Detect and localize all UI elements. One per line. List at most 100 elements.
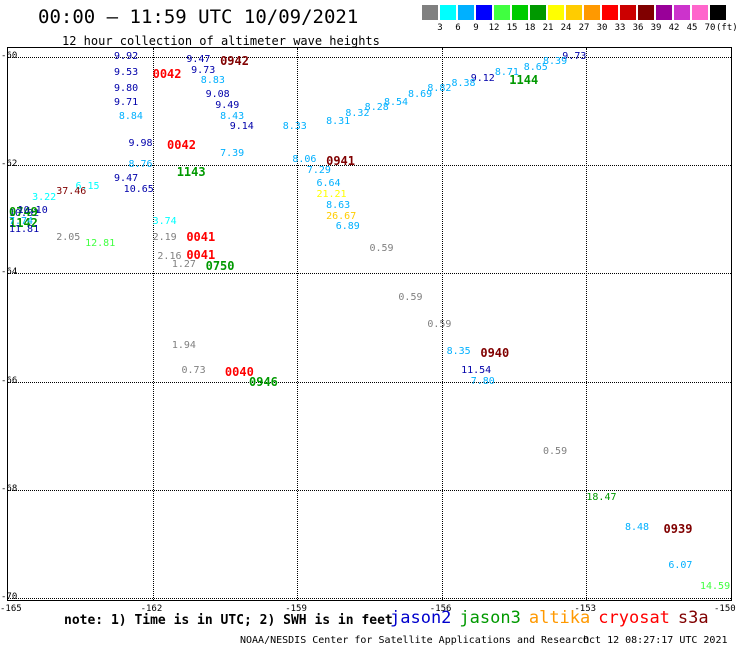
wave-height-label: 6.89: [335, 221, 360, 233]
wave-height-label: 8.39: [543, 56, 568, 68]
wave-height-label: 7.80: [470, 375, 495, 387]
pass-time-label: 0940: [480, 345, 510, 360]
wave-height-label: 9.73: [191, 64, 216, 76]
wave-height-label: 9.47: [186, 53, 211, 65]
legend-unit: (ft): [716, 23, 738, 33]
wave-height-label: 0.59: [543, 445, 568, 457]
wave-height-label: 8.48: [624, 521, 650, 533]
wave-height-label: 0.59: [427, 318, 452, 330]
wave-height-label: 6.64: [316, 178, 341, 190]
pass-time-label: 0750: [205, 259, 235, 274]
wave-height-label: 9.49: [215, 99, 240, 111]
lat-tick-label: -62: [1, 159, 18, 170]
pass-time-label: 0042: [167, 137, 196, 152]
wave-height-label: 9.53: [114, 67, 139, 79]
lon-tick-label: -165: [0, 604, 22, 614]
pass-time-label: 0749: [9, 205, 38, 220]
legend-tick-label: 18: [524, 23, 536, 33]
wave-height-label: 6.15: [75, 180, 100, 192]
generated-timestamp: Oct 12 08:27:17 UTC 2021: [583, 635, 728, 646]
map-title: 00:00 — 11:59 UTC 10/09/2021: [38, 6, 359, 28]
pass-time-label: 0941: [326, 153, 356, 168]
color-legend: 3 6 9 12 15 18 21 24 27 30 33 36 39 42 45 70 (ft): [422, 5, 738, 35]
wave-height-label: 26.67: [326, 210, 357, 222]
lon-tick-label: -153: [574, 604, 597, 614]
wave-height-label: 8.84: [118, 110, 143, 122]
legend-tick-label: 3: [437, 23, 443, 33]
legend-tick-label: 42: [668, 23, 680, 33]
lon-tick-label: -159: [285, 604, 307, 614]
legend-swatch: [674, 5, 691, 20]
wave-height-label: 0.59: [369, 243, 394, 255]
wave-height-label: 9.80: [114, 83, 139, 95]
pass-time-label: 1144: [509, 72, 539, 87]
wave-height-label: 9.47: [114, 172, 139, 184]
wave-height-label: 21.21: [316, 188, 347, 200]
legend-swatch: [458, 5, 475, 20]
legend-tick-label: 21: [542, 23, 554, 33]
legend-swatch: [656, 5, 673, 20]
legend-tick-label: 27: [578, 23, 590, 33]
wave-height-label: 12.81: [85, 237, 116, 249]
gridline-lat: [8, 57, 731, 58]
wave-height-label: 18.47: [586, 491, 617, 503]
wave-height-label: 8.31: [326, 115, 351, 127]
pass-time-label: 1143: [176, 164, 206, 179]
satellite-jason2: jason2: [390, 608, 452, 628]
legend-swatch: [638, 5, 655, 20]
wave-height-label: 37.46: [56, 186, 87, 198]
wave-height-label: 9.92: [114, 51, 139, 62]
gridline-lat: [8, 273, 731, 275]
wave-height-label: 9.12: [470, 72, 495, 84]
gridline-lon: [297, 48, 299, 600]
wave-height-label: 8.65: [523, 61, 548, 73]
gridline-lat: [8, 165, 731, 167]
legend-tick-label: 24: [560, 23, 572, 33]
legend-tick-label: 45: [686, 23, 698, 33]
legend-swatch: [692, 5, 709, 20]
legend-tick-label: 36: [632, 23, 644, 33]
wave-height-label: 10.65: [123, 183, 154, 195]
gridline-lon: [152, 48, 154, 600]
wave-height-label: 3.22: [32, 191, 57, 203]
legend-swatch: [530, 5, 547, 20]
satellite-cryosat: cryosat: [598, 608, 670, 628]
wave-height-label: 2.05: [56, 232, 81, 244]
wave-height-label: 10.10: [17, 205, 48, 217]
note-text: note: 1) Time is in UTC; 2) SWH is in fe…: [64, 613, 393, 628]
map-frame: [7, 47, 732, 601]
legend-tick-label: 30: [596, 23, 608, 33]
wave-height-label: 8.83: [200, 75, 225, 87]
pass-time-label: 0946: [249, 374, 278, 389]
legend-tick-label: 33: [614, 23, 626, 33]
satellite-altika: altika: [528, 608, 591, 628]
pass-time-label: 0041: [186, 229, 216, 244]
wave-height-label: 9.08: [205, 88, 230, 100]
lat-tick-label: -70: [1, 592, 18, 602]
legend-swatch: [620, 5, 637, 20]
wave-height-label: 11.81: [9, 224, 40, 236]
wave-height-label: 1.94: [171, 340, 196, 352]
gridline-lon: [586, 48, 588, 600]
legend-tick-label: 6: [455, 23, 461, 33]
wave-height-label: 8.28: [364, 102, 389, 114]
pass-time-label: 1142: [9, 216, 38, 230]
wave-height-label: 8.82: [427, 83, 452, 95]
gridline-lon: [441, 48, 443, 600]
wave-height-label: 8.69: [408, 88, 433, 100]
lat-tick-label: -60: [1, 51, 18, 61]
satellite-legend: jason2 jason3 altika cryosat s3a: [390, 608, 717, 628]
wave-height-label: 8.35: [446, 345, 471, 357]
wave-height-label: 11.54: [461, 364, 492, 376]
map-subtitle: 12 hour collection of altimeter wave hei…: [62, 34, 380, 48]
legend-swatch: [512, 5, 529, 20]
wave-height-label: 8.33: [282, 121, 307, 133]
wave-height-label: 2.16: [157, 251, 182, 263]
wave-height-label: 9.98: [128, 137, 153, 149]
legend-swatch: [602, 5, 619, 20]
wave-height-label: 8.32: [345, 107, 370, 119]
wave-height-label: 8.06: [292, 153, 317, 165]
legend-swatch: [440, 5, 457, 20]
wave-height-label: 9.71: [114, 96, 139, 108]
wave-height-label: 8.76: [128, 159, 153, 171]
